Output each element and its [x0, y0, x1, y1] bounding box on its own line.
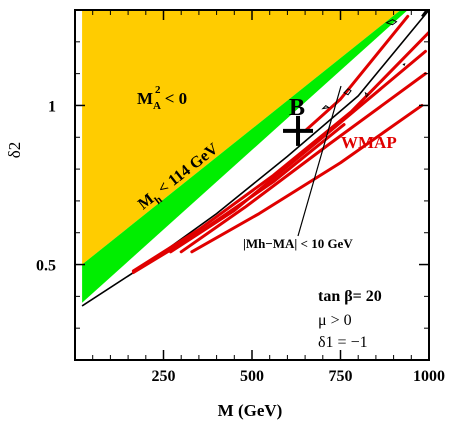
- x-tick-label: 750: [329, 368, 353, 385]
- mhma-label: |Mh−MA| < 10 GeV: [243, 236, 353, 251]
- ma2-base: M: [137, 89, 153, 108]
- x-tick-label: 1000: [413, 368, 445, 385]
- ma2-region-label: MA 2 < 0: [137, 84, 187, 112]
- parameter-label: tan β= 20: [318, 288, 382, 305]
- contour-layer: [81, 10, 429, 307]
- wmap-contour-1: [131, 30, 429, 273]
- y-tick-label: 0.5: [36, 258, 56, 275]
- contour-fragment-1: [364, 91, 369, 98]
- x-tick-label: 250: [152, 368, 176, 385]
- wmap-contour-4: [179, 72, 427, 254]
- x-tick-label: 500: [240, 368, 264, 385]
- contour-fragment-3: [385, 19, 398, 26]
- x-axis-title: M (GeV): [218, 401, 283, 420]
- contour-fragment-2: [402, 63, 406, 67]
- contour-fragment-4: [343, 88, 352, 96]
- wmap-contour-6: [303, 14, 410, 133]
- wmap-contour-5: [190, 103, 424, 254]
- wmap-label: WMAP: [341, 133, 397, 152]
- ma2-sub: A: [153, 100, 161, 112]
- axes-layer: 250 500 750 1000 0.5 1 M (GeV) δ2: [5, 9, 445, 420]
- parameter-label: μ > 0: [318, 312, 352, 329]
- parameter-label: δ1 = −1: [318, 334, 368, 351]
- contour-fragment-6: [421, 10, 428, 17]
- region-layer: [82, 10, 408, 303]
- mhma-pointer-line: [297, 85, 342, 237]
- wmap-contour-3: [169, 49, 427, 254]
- ma2-rest: < 0: [161, 89, 188, 108]
- y-axis-title: δ2: [5, 142, 24, 159]
- benchmark-label: B: [289, 95, 305, 121]
- contour-fragment-5: [321, 104, 331, 110]
- y-tick-label: 1: [48, 98, 56, 115]
- excluded-mh-region: [82, 10, 408, 303]
- ma2-sup: 2: [155, 84, 161, 96]
